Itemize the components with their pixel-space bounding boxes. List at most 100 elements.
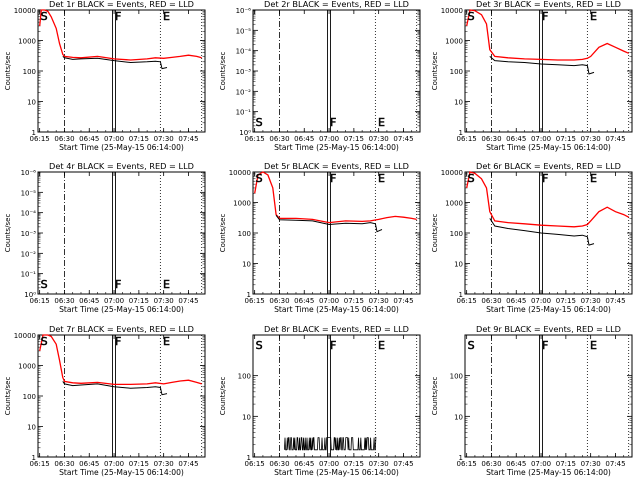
x-tick-label: 07:15: [556, 460, 576, 468]
marker-label-F: F: [330, 116, 336, 129]
x-tick-label: 06:45: [294, 460, 314, 468]
marker-label-E: E: [163, 10, 170, 23]
y-tick-label: 1: [459, 291, 463, 299]
chart-panel-7: Det 7r BLACK = Events, RED = LLD 06:15 06:…: [4, 324, 206, 477]
y-tick-label: 100: [23, 393, 36, 401]
x-tick-label: 06:15: [30, 460, 50, 468]
marker-label-S: S: [256, 339, 263, 352]
x-tick-label: 06:45: [506, 297, 526, 305]
y-tick-label: 1: [247, 291, 251, 299]
x-tick-label: 06:15: [30, 297, 50, 305]
series-line-lld: [39, 9, 202, 61]
marker-label-S: S: [256, 116, 263, 129]
series-line-lld: [254, 171, 417, 224]
marker-label-E: E: [590, 172, 597, 185]
y-tick-label: 1: [32, 129, 36, 137]
x-tick-label: 07:15: [344, 135, 364, 143]
x-tick-label: 06:15: [457, 297, 477, 305]
y-tick-label: 10000: [229, 169, 251, 177]
x-tick-label: 07:00: [531, 297, 551, 305]
x-tick-label: 07:00: [104, 297, 124, 305]
x-tick-label: 07:30: [581, 297, 601, 305]
x-axis-label: Start Time (25-May-15 06:14:00): [59, 143, 184, 152]
x-tick-label: 07:45: [605, 460, 625, 468]
y-tick-label: 1000: [445, 38, 463, 46]
y-tick-label: 10: [454, 413, 463, 421]
y-tick-label: 100: [23, 68, 36, 76]
x-tick-label: 07:30: [369, 460, 389, 468]
chart-panel-4: Det 4r BLACK = Events, RED = LLD 06:15 06:…: [4, 161, 206, 314]
x-axis-label: Start Time (25-May-15 06:14:00): [59, 305, 184, 314]
x-tick-label: 07:30: [369, 297, 389, 305]
y-axis-label: Counts/sec: [4, 52, 12, 91]
y-axis-label: Counts/sec: [219, 377, 227, 416]
y-tick-label: 1000: [18, 38, 36, 46]
x-tick-label: 07:45: [178, 135, 198, 143]
series-line-lld: [39, 334, 202, 386]
marker-label-E: E: [590, 10, 597, 23]
x-tick-label: 07:00: [531, 460, 551, 468]
marker-label-E: E: [163, 278, 170, 291]
y-axis-label: Counts/sec: [4, 214, 12, 253]
y-tick-label: 10⁻¹: [21, 271, 37, 279]
plot-frame: [37, 171, 206, 295]
y-tick-label: 10000: [441, 169, 463, 177]
plot-frame: [252, 9, 421, 133]
y-tick-label: 1: [459, 129, 463, 137]
x-tick-label: 07:30: [154, 460, 174, 468]
x-tick-label: 07:15: [344, 460, 364, 468]
chart-panel-8: Det 8r BLACK = Events, RED = LLD 06:15 06:…: [219, 324, 421, 477]
marker-label-S: S: [256, 172, 263, 185]
x-tick-label: 06:30: [54, 297, 74, 305]
x-tick-label: 06:45: [79, 135, 99, 143]
x-tick-label: 07:45: [393, 135, 413, 143]
chart-title: Det 3r BLACK = Events, RED = LLD: [476, 0, 621, 9]
x-tick-label: 06:15: [457, 135, 477, 143]
x-tick-label: 07:15: [556, 135, 576, 143]
marker-label-E: E: [590, 339, 597, 352]
x-tick-label: 06:45: [79, 460, 99, 468]
x-tick-label: 07:15: [556, 297, 576, 305]
x-tick-label: 06:30: [269, 460, 289, 468]
plot-frame: [252, 334, 421, 458]
chart-title: Det 1r BLACK = Events, RED = LLD: [49, 0, 194, 9]
marker-label-S: S: [41, 10, 48, 23]
series-line-events: [489, 218, 595, 246]
x-tick-label: 07:15: [129, 460, 149, 468]
marker-label-F: F: [542, 172, 548, 185]
y-tick-label: 100: [238, 373, 251, 381]
y-axis-label: Counts/sec: [431, 52, 439, 91]
x-tick-label: 06:30: [481, 135, 501, 143]
y-tick-label: 1000: [445, 200, 463, 208]
marker-label-S: S: [468, 172, 475, 185]
x-tick-label: 07:15: [344, 297, 364, 305]
y-tick-label: 100: [450, 373, 463, 381]
x-tick-label: 07:30: [369, 135, 389, 143]
y-tick-label: 10: [27, 424, 36, 432]
y-tick-label: 10⁻³: [236, 68, 252, 76]
x-tick-label: 06:15: [30, 135, 50, 143]
x-tick-label: 06:30: [269, 135, 289, 143]
x-tick-label: 07:30: [581, 135, 601, 143]
y-tick-label: 10: [454, 261, 463, 269]
chart-panel-2: Det 2r BLACK = Events, RED = LLD 06:15 06:…: [219, 0, 421, 152]
x-axis-label: Start Time (25-May-15 06:14:00): [274, 305, 399, 314]
x-tick-label: 07:00: [531, 135, 551, 143]
plot-frame: [464, 171, 633, 295]
x-tick-label: 06:15: [245, 460, 265, 468]
marker-label-F: F: [115, 278, 121, 291]
x-tick-label: 07:45: [605, 135, 625, 143]
series-line-events: [62, 381, 168, 396]
y-tick-label: 10: [242, 413, 251, 421]
x-axis-label: Start Time (25-May-15 06:14:00): [274, 143, 399, 152]
x-tick-label: 06:45: [294, 135, 314, 143]
chart-panel-9: Det 9r BLACK = Events, RED = LLD 06:15 06:…: [431, 324, 633, 477]
x-tick-label: 06:45: [294, 297, 314, 305]
x-tick-label: 06:15: [457, 460, 477, 468]
marker-label-E: E: [378, 116, 385, 129]
y-tick-label: 10⁻²: [21, 250, 37, 258]
y-axis-label: Counts/sec: [219, 52, 227, 91]
x-tick-label: 06:30: [54, 135, 74, 143]
